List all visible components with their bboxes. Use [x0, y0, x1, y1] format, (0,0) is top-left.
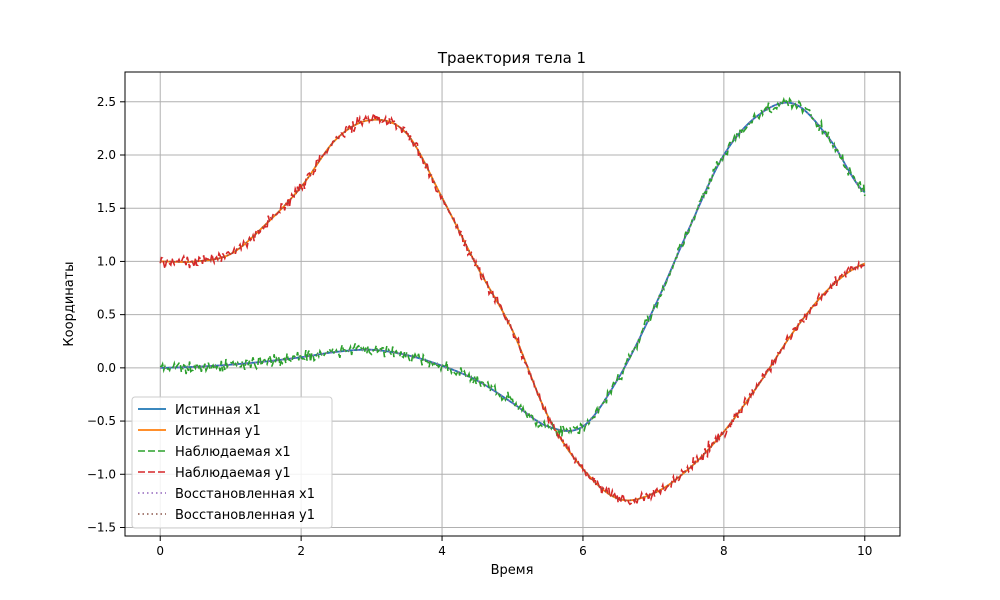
y-tick-label: 0.5 [97, 308, 116, 322]
y-tick-label: 1.5 [97, 201, 116, 215]
x-tick-label: 4 [438, 544, 446, 558]
x-tick-label: 6 [579, 544, 587, 558]
legend-entry: Истинная x1 [175, 403, 261, 418]
series-layer [159, 96, 866, 506]
legend-entry: Истинная y1 [175, 424, 261, 439]
x-axis-label: Время [491, 563, 534, 578]
legend-entry: Восстановленная x1 [175, 487, 315, 502]
x-tick-label: 2 [297, 544, 305, 558]
y-axis-label: Координаты [62, 261, 77, 346]
y-tick-label: 2.5 [97, 95, 116, 109]
legend: Истинная x1 Истинная y1 Наблюдаемая x1 Набл… [131, 396, 333, 529]
series-line-5 [160, 118, 866, 502]
legend-entry: Восстановленная y1 [175, 508, 315, 523]
legend-box [131, 396, 333, 529]
y-tick-label: 0.0 [97, 361, 116, 375]
x-tick-label: 8 [720, 544, 728, 558]
chart-title: Траектория тела 1 [437, 49, 586, 67]
y-tick-label: 2.0 [97, 148, 116, 162]
y-tick-label: 1.0 [97, 254, 116, 268]
series-line-0 [160, 101, 866, 432]
y-tick-label: −1.0 [87, 467, 116, 481]
legend-entry: Наблюдаемая x1 [175, 445, 291, 460]
series-line-2 [159, 96, 866, 437]
legend-entry: Наблюдаемая y1 [175, 466, 291, 481]
y-tick-label: −1.5 [87, 520, 116, 534]
grid-layer [125, 72, 900, 536]
plot-frame [124, 71, 901, 537]
series-line-4 [160, 101, 866, 432]
tick-layer: 0 2 4 6 8 10 −1.5 −1.0 −0.5 0.0 0.5 1.0 1.5 2.0 2.5 [87, 95, 873, 558]
x-tick-label: 0 [156, 544, 164, 558]
y-tick-label: −0.5 [87, 414, 116, 428]
x-tick-label: 10 [857, 544, 872, 558]
